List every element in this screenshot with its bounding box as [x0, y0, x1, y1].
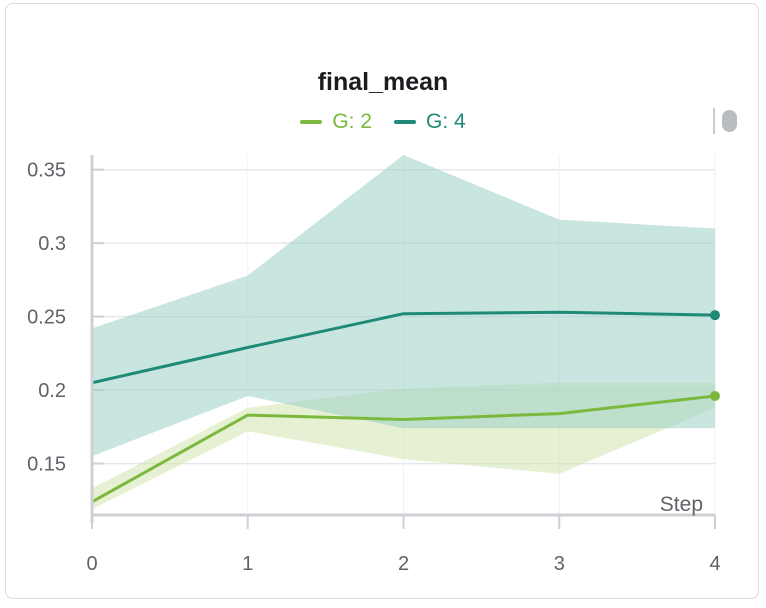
x-tick-label: 4	[709, 553, 720, 575]
x-tick-label: 0	[86, 553, 97, 575]
legend-swatch-g2	[300, 120, 323, 124]
x-tick-label: 1	[242, 553, 253, 575]
scroll-thumb-icon[interactable]	[722, 110, 737, 132]
legend-item-g2[interactable]: G: 2	[300, 110, 372, 134]
x-tick-label: 3	[554, 553, 565, 575]
legend-swatch-g4	[394, 120, 416, 124]
y-tick-label: 0.25	[27, 307, 66, 329]
y-tick-label: 0.15	[27, 454, 66, 476]
y-tick-label: 0.3	[38, 233, 66, 255]
legend-scroll-handle[interactable]	[713, 108, 743, 134]
x-tick-label: 2	[398, 553, 409, 575]
x-axis-label: Step	[660, 493, 703, 516]
legend-label-g2: G: 2	[332, 110, 372, 133]
y-tick-label: 0.2	[38, 380, 66, 402]
series-line-g4	[91, 310, 716, 385]
series-endpoint-g2	[710, 390, 720, 401]
legend: G: 2 G: 4	[0, 110, 766, 134]
y-tick-label: 0.35	[27, 160, 66, 182]
series-line-g2	[91, 394, 716, 504]
series-endpoint-g4	[710, 310, 720, 321]
chart-title: final_mean	[317, 68, 449, 96]
legend-item-g4[interactable]: G: 4	[394, 110, 466, 134]
legend-label-g4: G: 4	[426, 110, 466, 133]
band-g4	[92, 155, 715, 457]
